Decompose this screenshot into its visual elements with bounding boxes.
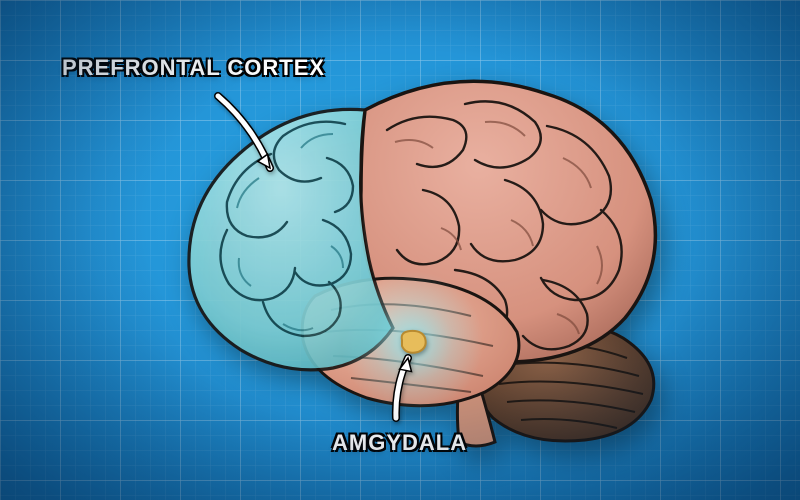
arrow-prefrontal: [198, 76, 290, 188]
diagram-stage: PREFRONTAL CORTEX AMGYDALA: [0, 0, 800, 500]
arrow-amygdala: [376, 338, 428, 438]
